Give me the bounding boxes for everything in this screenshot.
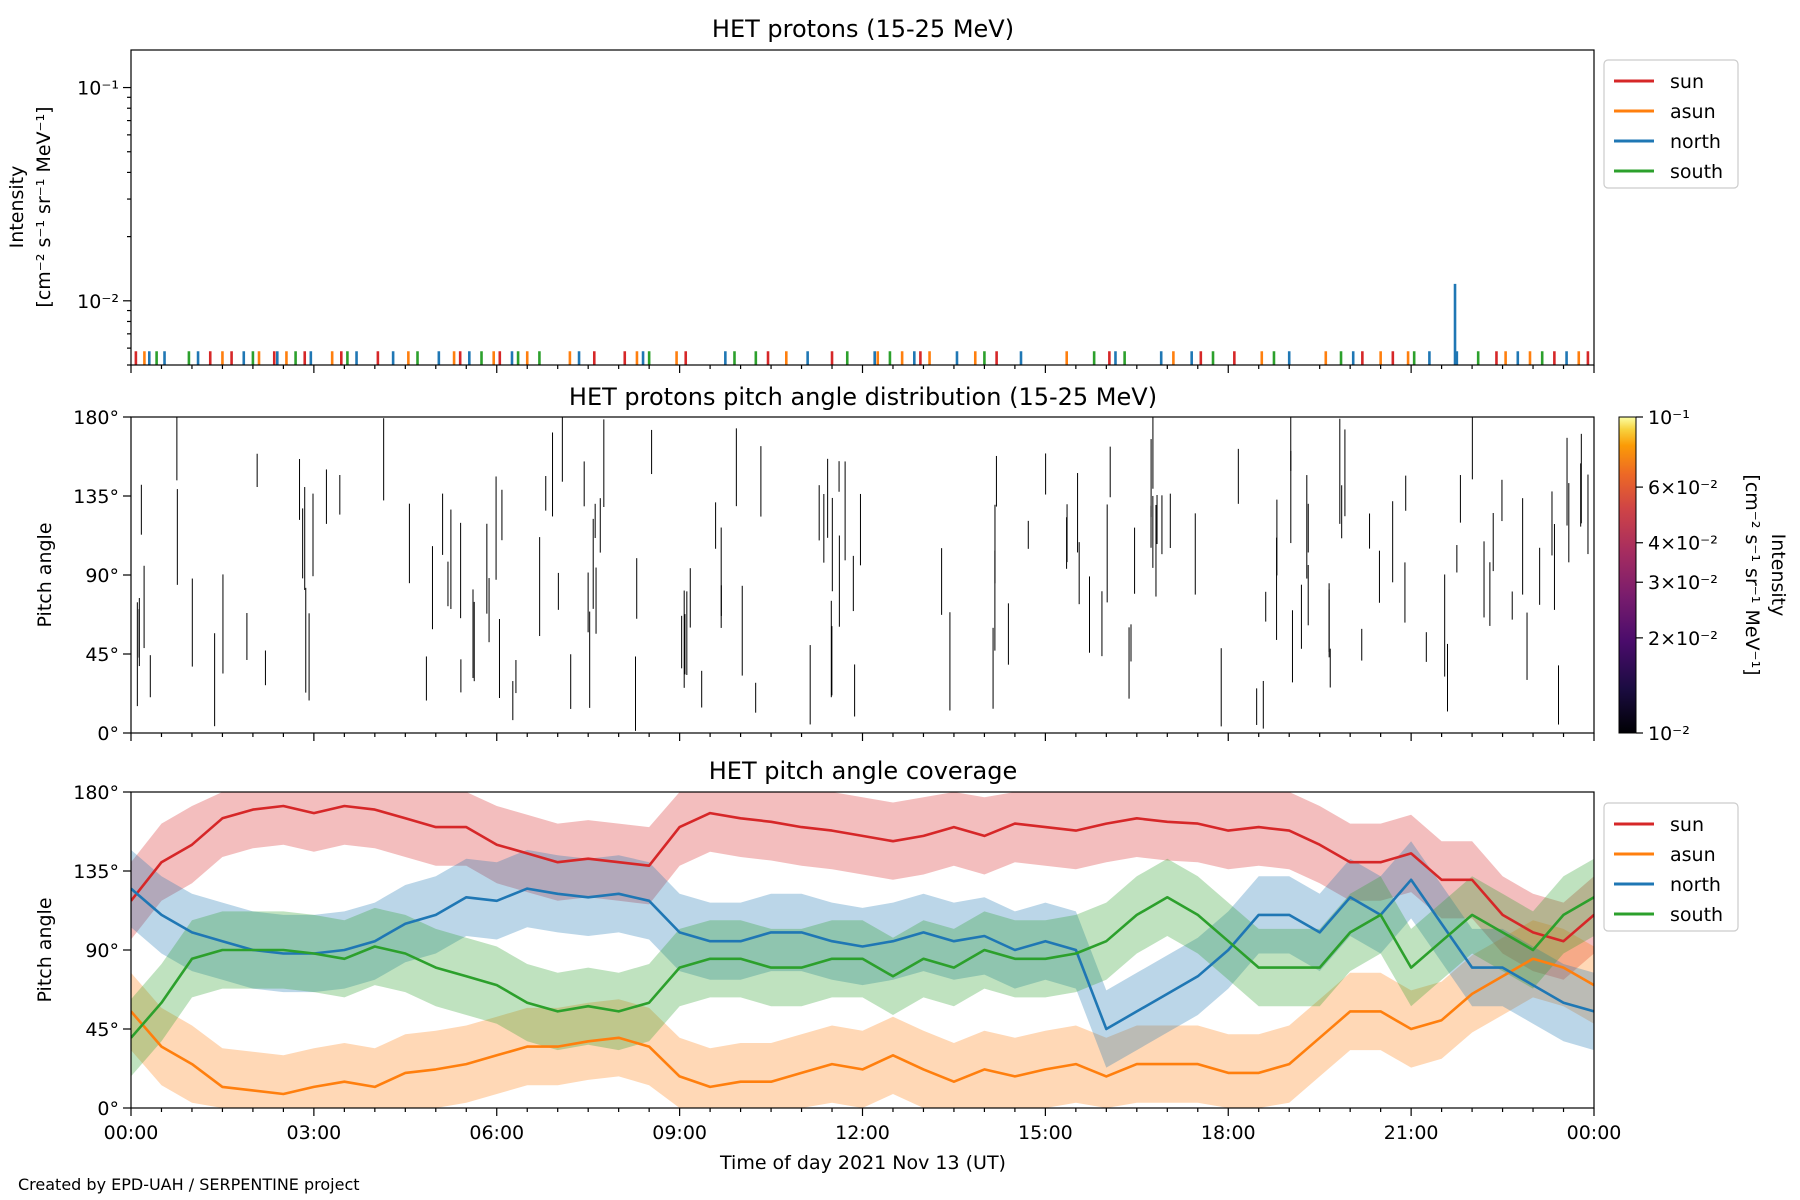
panel3-yticks: 0° 45° 90° 135° 180° [73, 782, 131, 1120]
panel1-legend-frame [1603, 59, 1739, 189]
coverage-band-south [131, 858, 1594, 1077]
panel3-legend-label-asun: asun [1670, 844, 1716, 866]
panel3-xtick-label: 00:00 [104, 1122, 159, 1144]
colorbar-tick-label: 6×10⁻² [1648, 477, 1718, 499]
panel1-title: HET protons (15-25 MeV) [712, 15, 1014, 43]
coverage-band-north [131, 841, 1594, 1068]
colorbar-tick-label: 10⁻¹ [1648, 407, 1690, 429]
panel1-yticks: 10⁻¹ 10⁻² [77, 78, 131, 366]
colorbar-label-line1: Intensity [1767, 534, 1789, 617]
colorbar-tick-label: 10⁻² [1648, 723, 1690, 745]
pitch-angle-distribution-panel: HET protons pitch angle distribution (15… [34, 383, 1789, 745]
panel1-xticks [130, 365, 1595, 373]
colorbar [1618, 416, 1637, 734]
panel1-legend: sun asun north south [1603, 59, 1739, 189]
colorbar-label-line2: [cm⁻² s⁻¹ sr⁻¹ MeV⁻¹] [1741, 474, 1763, 675]
credit-text: Created by EPD-UAH / SERPENTINE project [18, 1175, 360, 1194]
coverage-band-asun [131, 920, 1594, 1108]
panel3-ytick-label: 45° [85, 1019, 119, 1041]
panel3-ylabel: Pitch angle [34, 897, 56, 1002]
panel2-ytick-label: 90° [85, 565, 119, 587]
panel2-ytick-label: 45° [85, 644, 119, 666]
panel3-xtick-label: 00:00 [1567, 1122, 1622, 1144]
x-axis-label: Time of day 2021 Nov 13 (UT) [719, 1152, 1006, 1174]
panel3-legend: sun asun north south [1603, 802, 1739, 932]
coverage-band-sun [131, 792, 1594, 980]
coverage-line-south [131, 896, 1594, 1039]
panel1-legend-label-south: south [1670, 161, 1723, 183]
panel3-xtick-label: 21:00 [1384, 1122, 1439, 1144]
panel2-ylabel: Pitch angle [34, 522, 56, 627]
panel3-xtick-label: 15:00 [1018, 1122, 1073, 1144]
panel3-ytick-label: 135° [73, 861, 119, 883]
panel1-ylabel-line2: [cm⁻² s⁻¹ sr⁻¹ MeV⁻¹] [33, 106, 55, 307]
panel1-bars [134, 283, 1590, 365]
panel3-ytick-label: 180° [73, 782, 119, 804]
panel3-ytick-label: 90° [85, 940, 119, 962]
panel1-ylabel-line1: Intensity [6, 166, 28, 249]
panel2-yticks: 0° 45° 90° 135° 180° [73, 407, 131, 745]
panel2-segments [136, 417, 1589, 731]
panel3-title: HET pitch angle coverage [709, 757, 1017, 785]
panel3-legend-frame [1603, 802, 1739, 932]
panel2-ytick-label: 0° [97, 723, 119, 745]
panel2-xticks [130, 733, 1595, 741]
panel3-plot [131, 792, 1594, 1108]
coverage-line-sun [131, 804, 1594, 943]
panel3-xtick-label: 18:00 [1201, 1122, 1256, 1144]
coverage-line-asun [131, 957, 1594, 1096]
panel3-legend-label-sun: sun [1670, 814, 1704, 836]
panel3-xticks: 00:00 03:00 06:00 09:00 12:00 15:00 18:00 21:00… [104, 1108, 1622, 1144]
colorbar-tick-label: 4×10⁻² [1648, 533, 1718, 555]
panel3-legend-label-north: north [1670, 874, 1721, 896]
panel2-ytick-label: 180° [73, 407, 119, 429]
colorbar-tick-label: 3×10⁻² [1648, 572, 1718, 594]
intensity-panel: HET protons (15-25 MeV) 10⁻¹ 10⁻² Intensi… [6, 15, 1739, 373]
panel3-xtick-label: 09:00 [652, 1122, 707, 1144]
panel3-xtick-label: 12:00 [835, 1122, 890, 1144]
panel1-legend-label-sun: sun [1670, 71, 1704, 93]
panel2-ytick-label: 135° [73, 486, 119, 508]
panel3-ytick-label: 0° [97, 1098, 119, 1120]
panel1-legend-label-north: north [1670, 131, 1721, 153]
panel1-legend-label-asun: asun [1670, 101, 1716, 123]
colorbar-ticks: 10⁻¹ 6×10⁻² 4×10⁻² 3×10⁻² 2×10⁻² 10⁻² [1636, 407, 1718, 745]
panel3-legend-label-south: south [1670, 904, 1723, 926]
panel3-xtick-label: 03:00 [286, 1122, 341, 1144]
pitch-angle-coverage-panel: HET pitch angle coverage 0° 45° 90° 135° 180… [34, 757, 1739, 1144]
panel1-ytick-label: 10⁻¹ [77, 78, 119, 100]
panel1-ytick-label: 10⁻² [77, 291, 119, 313]
panel2-title: HET protons pitch angle distribution (15… [569, 383, 1157, 411]
colorbar-tick-label: 2×10⁻² [1648, 628, 1718, 650]
coverage-line-north [131, 878, 1594, 1031]
panel3-xtick-label: 06:00 [469, 1122, 524, 1144]
